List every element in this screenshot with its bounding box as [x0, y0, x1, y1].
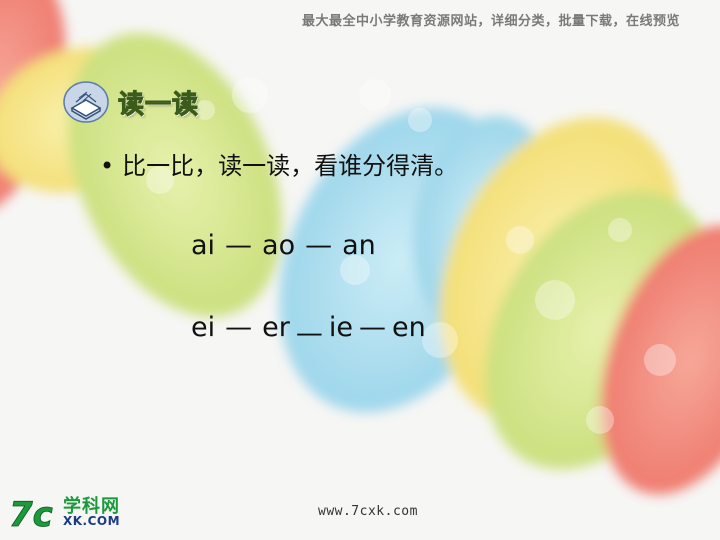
logo-domain: XK.COM — [63, 514, 121, 528]
site-banner: 最大最全中小学教育资源网站，详细分类，批量下载，在线预览 — [301, 14, 680, 29]
dash: — — [225, 312, 253, 343]
section-title: 读一读 — [117, 90, 200, 121]
section-header: 读一读 — [62, 80, 262, 124]
dash: — — [305, 230, 333, 261]
syllable: an — [342, 230, 376, 261]
book-icon — [63, 81, 109, 123]
dash: — — [225, 230, 253, 261]
site-logo: 7c 学科网 XK.COM — [7, 490, 142, 534]
dash: — — [295, 318, 323, 349]
syllable-row-1: ai — ao — an — [191, 230, 376, 261]
instruction-text: 比一比，读一读，看谁分得清。 — [122, 152, 459, 180]
site-url: www.7cxk.com — [318, 504, 418, 519]
logo-name: 学科网 — [63, 496, 120, 517]
syllable: er — [262, 312, 290, 343]
logo-mark: 7c — [9, 495, 54, 534]
syllable: ei — [191, 312, 216, 343]
syllable: ao — [262, 230, 296, 261]
logo-mark-text: 7c — [9, 495, 53, 534]
syllable-row-2: ei — er — ie — en — [191, 312, 426, 349]
syllable: en — [391, 312, 426, 343]
instruction: • 比一比，读一读，看谁分得清。 — [100, 146, 458, 181]
bubble-green-left — [68, 33, 282, 317]
dash: — — [358, 312, 386, 343]
bullet: • — [100, 152, 115, 180]
syllable: ie — [328, 312, 353, 343]
bubble-red-right — [600, 225, 720, 495]
syllable: ai — [191, 230, 216, 261]
